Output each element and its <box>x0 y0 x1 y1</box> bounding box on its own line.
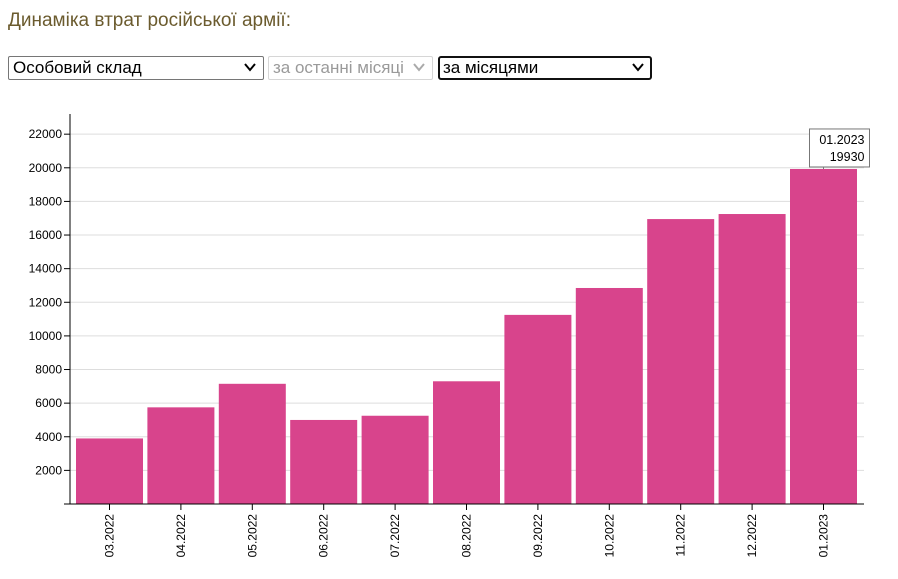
grouping-select-value: за місяцями <box>443 58 539 77</box>
x-tick-label: 01.2023 <box>817 514 831 558</box>
y-tick-label: 8000 <box>35 363 62 377</box>
bar-11.2022[interactable] <box>647 219 715 505</box>
period-select-value: за останні місяці <box>273 58 404 77</box>
x-tick-label: 08.2022 <box>460 514 474 558</box>
bar-05.2022[interactable] <box>218 383 286 504</box>
x-tick-label: 07.2022 <box>388 514 402 558</box>
bar-06.2022[interactable] <box>290 419 358 504</box>
y-tick-label: 18000 <box>29 194 63 208</box>
y-tick-label: 22000 <box>29 127 63 141</box>
y-tick-label: 14000 <box>29 262 63 276</box>
bar-12.2022[interactable] <box>718 214 786 504</box>
losses-bar-chart: 2000 4000 6000 8000 10000 12000 14000 16000 1800… <box>29 114 870 557</box>
chevron-down-icon <box>632 63 644 72</box>
chevron-down-icon <box>413 63 425 72</box>
bar-01.2023[interactable] <box>790 168 857 504</box>
x-tick-label: 09.2022 <box>531 514 545 558</box>
bar-04.2022[interactable] <box>147 407 215 504</box>
y-tick-label: 2000 <box>35 463 62 477</box>
x-tick-label: 03.2022 <box>103 514 117 558</box>
y-tick-label: 4000 <box>35 430 62 444</box>
tooltip-value: 19930 <box>830 150 865 164</box>
bar-09.2022[interactable] <box>504 314 572 504</box>
category-select[interactable]: Особовий склад <box>8 56 264 80</box>
x-tick-label: 04.2022 <box>174 514 188 558</box>
chevron-down-icon <box>244 63 256 72</box>
tooltip-label: 01.2023 <box>819 133 864 147</box>
x-tick-label: 12.2022 <box>745 514 759 558</box>
grouping-select[interactable]: за місяцями <box>438 56 652 80</box>
x-tick-label: 06.2022 <box>317 514 331 558</box>
axes: 2000 4000 6000 8000 10000 12000 14000 16000 1800… <box>29 114 864 557</box>
y-tick-label: 6000 <box>35 396 62 410</box>
bar-tooltip: 01.2023 19930 <box>809 128 870 169</box>
x-tick-label: 11.2022 <box>674 514 688 557</box>
period-select[interactable]: за останні місяці <box>268 56 433 80</box>
page-title: Динаміка втрат російської армії: <box>8 10 291 31</box>
x-tick-label: 10.2022 <box>602 514 616 558</box>
bar-07.2022[interactable] <box>361 415 429 504</box>
bar-08.2022[interactable] <box>433 381 500 504</box>
bars <box>76 168 857 505</box>
x-tick-label: 05.2022 <box>245 514 259 558</box>
tooltip-box <box>809 128 870 168</box>
category-select-value: Особовий склад <box>13 58 142 77</box>
y-tick-label: 16000 <box>29 228 63 242</box>
bar-03.2022[interactable] <box>76 438 143 504</box>
y-tick-label: 20000 <box>29 161 63 175</box>
bar-10.2022[interactable] <box>575 287 643 504</box>
y-tick-label: 10000 <box>29 329 63 343</box>
y-tick-label: 12000 <box>29 295 63 309</box>
